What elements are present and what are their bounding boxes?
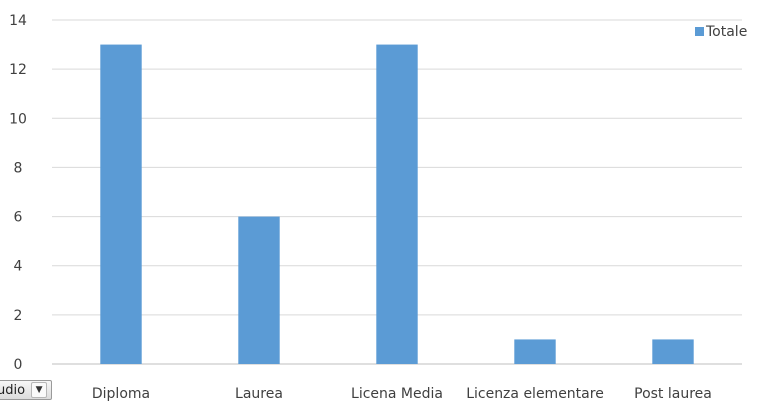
legend-swatch bbox=[695, 27, 704, 36]
x-tick-label: Laurea bbox=[235, 386, 283, 402]
bar bbox=[514, 339, 556, 364]
y-tick-label: 4 bbox=[14, 259, 23, 275]
bar bbox=[238, 216, 280, 364]
y-tick-label: 14 bbox=[9, 13, 27, 29]
chevron-down-icon: ▼ bbox=[31, 382, 48, 398]
bar bbox=[652, 339, 694, 364]
y-tick-label: 12 bbox=[9, 62, 27, 78]
field-filter-button[interactable]: udio ▼ bbox=[0, 380, 53, 400]
x-tick-label: Licena Media bbox=[351, 386, 443, 402]
x-tick-label: Diploma bbox=[92, 386, 150, 402]
y-tick-label: 2 bbox=[14, 308, 23, 324]
y-tick-label: 0 bbox=[14, 357, 23, 373]
x-tick-label: Post laurea bbox=[634, 386, 712, 402]
bar bbox=[376, 44, 418, 364]
bar bbox=[100, 44, 142, 364]
field-filter-label: udio bbox=[0, 382, 26, 398]
y-tick-label: 10 bbox=[9, 111, 27, 127]
x-tick-label: Licenza elementare bbox=[466, 386, 604, 402]
legend-label: Totale bbox=[705, 24, 747, 40]
y-tick-label: 8 bbox=[14, 160, 23, 176]
y-tick-label: 6 bbox=[14, 210, 23, 226]
